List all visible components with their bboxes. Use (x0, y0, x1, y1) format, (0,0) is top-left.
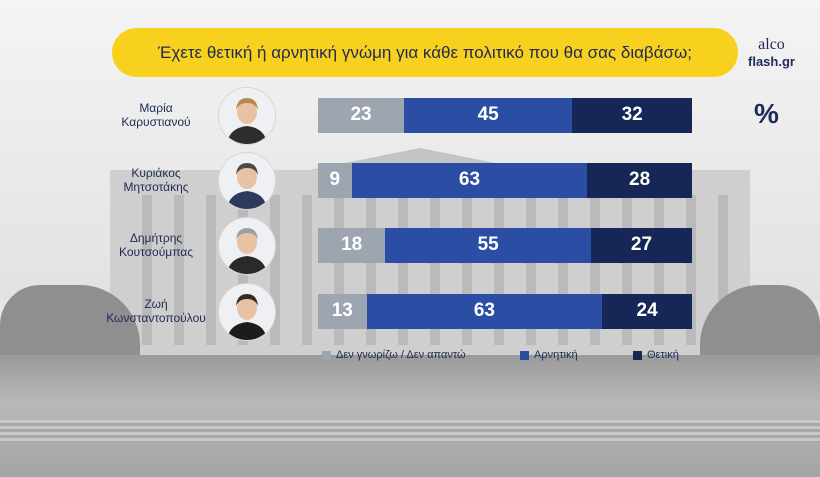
data-label: 24 (636, 300, 658, 321)
politician-name-label: Ζωή Κωνσταντοπούλου (100, 297, 212, 325)
legend-item-dont-know: Δεν γνωρίζω / Δεν απαντώ (322, 349, 466, 361)
politician-photo (218, 217, 276, 275)
portrait-icon (219, 153, 275, 209)
legend-swatch-negative (520, 350, 529, 360)
chart-row: Μαρία Καρυστιανού 23 45 32 (0, 80, 700, 150)
politician-name-line: Καρυστιανού (121, 115, 191, 129)
chart-row: Κυριάκος Μητσοτάκης 9 63 28 (0, 145, 700, 215)
bar-segment-negative: 63 (351, 162, 588, 198)
chart-row: Δημήτρης Κουτσούμπας 18 55 27 (0, 210, 700, 280)
legend-item-negative: Αρνητική (520, 349, 578, 361)
legend-label-negative: Αρνητική (534, 349, 578, 361)
bar-segment-negative: 55 (385, 227, 591, 263)
portrait-icon (219, 88, 275, 144)
bar-segment-positive: 28 (587, 162, 692, 198)
data-label: 28 (629, 169, 651, 190)
politician-name-line: Μαρία (139, 101, 173, 115)
data-label: 23 (350, 104, 372, 125)
bar-segment-negative: 45 (404, 97, 573, 133)
stacked-bar: 13 63 24 (318, 293, 692, 329)
legend-item-positive: Θετική (633, 349, 679, 361)
bar-segment-positive: 32 (572, 97, 692, 133)
logo-line-alco: alco (758, 36, 785, 53)
legend-label-positive: Θετική (647, 349, 679, 361)
data-label: 9 (329, 169, 341, 190)
portrait-icon (219, 284, 275, 340)
politician-name-line: Κουτσούμπας (118, 245, 194, 259)
chart-title: Έχετε θετική ή αρνητική γνώμη για κάθε π… (112, 28, 738, 77)
bar-segment-dont-know: 18 (318, 227, 386, 263)
legend-swatch-positive (633, 350, 642, 360)
bar-segment-positive: 27 (591, 227, 692, 263)
alco-flash-logo: alco flash.gr (748, 36, 795, 70)
politician-photo (218, 152, 276, 210)
bar-segment-negative: 63 (366, 293, 603, 329)
stacked-bar: 18 55 27 (318, 227, 692, 263)
politician-name-label: Δημήτρης Κουτσούμπας (100, 231, 212, 259)
data-label: 45 (477, 104, 499, 125)
politician-name-label: Κυριάκος Μητσοτάκης (100, 166, 212, 194)
chart-row: Ζωή Κωνσταντοπούλου 13 63 24 (0, 276, 700, 346)
data-label: 27 (630, 234, 653, 255)
data-label: 63 (473, 300, 495, 321)
data-label: 32 (621, 104, 643, 125)
bar-segment-positive: 24 (602, 293, 692, 329)
bar-segment-dont-know: 9 (318, 162, 352, 198)
stacked-bar: 23 45 32 (318, 97, 692, 133)
politician-name-line: Ζωή (144, 297, 168, 311)
data-label: 55 (477, 234, 499, 255)
data-label: 63 (458, 169, 481, 190)
politician-name-label: Μαρία Καρυστιανού (100, 101, 212, 129)
bar-segment-dont-know: 13 (318, 293, 367, 329)
politician-name-line: Μητσοτάκης (123, 180, 189, 194)
politician-name-line: Κωνσταντοπούλου (106, 311, 206, 325)
chart-legend: Δεν γνωρίζω / Δεν απαντώ Αρνητική Θετική (322, 349, 694, 365)
stacked-bar: 9 63 28 (318, 162, 692, 198)
politician-name-line: Δημήτρης (129, 231, 183, 245)
politician-photo (218, 87, 276, 145)
portrait-icon (219, 218, 275, 274)
data-label: 13 (331, 300, 353, 321)
legend-swatch-dont-know (322, 350, 331, 360)
chart-title-text: Έχετε θετική ή αρνητική γνώμη για κάθε π… (157, 42, 693, 62)
legend-label-dont-know: Δεν γνωρίζω / Δεν απαντώ (336, 349, 466, 361)
logo-line-flash: flash.gr (748, 54, 795, 69)
bar-segment-dont-know: 23 (318, 97, 405, 133)
politician-photo (218, 283, 276, 341)
percent-unit-label: % (754, 98, 779, 129)
politician-name-line: Κυριάκος (131, 166, 181, 180)
data-label: 18 (341, 234, 363, 255)
